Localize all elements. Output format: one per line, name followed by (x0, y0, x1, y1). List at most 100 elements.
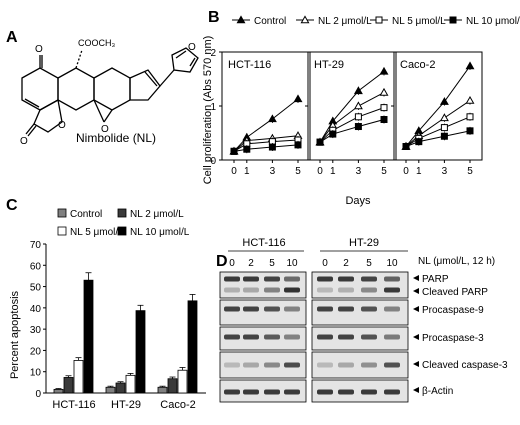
data-point-0-3-1 (243, 145, 251, 153)
data-point-1-1-3 (379, 87, 389, 96)
apoptosis-bar-chart: 0 10 20 30 40 50 60 70 HCT-116 HT-29 Caco-2 (30, 240, 206, 411)
plot-title-1: HT-29 (314, 59, 344, 71)
band-label-3: Procaspase-3 (422, 333, 484, 344)
band-1-0-0 (224, 287, 240, 293)
data-point-1-1-2 (353, 101, 363, 110)
dose-label-1-1: 2 (343, 258, 349, 269)
series-line-0-0 (233, 98, 299, 152)
data-point-2-1-2 (439, 113, 449, 122)
band-4-0-1 (243, 362, 259, 368)
atom-ester-group: COOCH₃ (78, 38, 115, 48)
data-point-2-1-3 (465, 95, 475, 104)
bar-0-1 (63, 377, 74, 394)
panel-b: B Control NL 2 μmol/L NL 5 μmol/L NL 10 μmo… (202, 9, 520, 207)
western-blots: 0 2 5 10 0 2 5 10 PARP Cleaved PARP Procaspase-9 Pr… (219, 258, 508, 403)
blot-box-0-0 (219, 271, 307, 299)
band-5-1-1 (338, 389, 354, 395)
band-label-0: PARP (422, 274, 449, 285)
bar-y-tick-label-4: 40 (30, 304, 42, 315)
band-0-1-1 (338, 276, 354, 282)
legend-b-marker-3 (449, 16, 457, 24)
bar-1-3 (135, 310, 146, 394)
dose-label-1-2: 5 (366, 258, 372, 269)
data-point-1-0-3 (379, 66, 389, 75)
band-5-1-0 (317, 389, 333, 395)
panel-b-ylabel: Cell proliferation (Abs 570 nm) (202, 36, 214, 185)
band-0-0-2 (264, 276, 280, 282)
band-5-1-3 (384, 389, 400, 395)
data-point-1-3-3 (380, 116, 388, 123)
panel-c: C Control NL 2 μmol/L NL 5 μmol/L NL 10 μmo… (6, 197, 206, 411)
panel-b-xlabel: Days (345, 195, 371, 207)
dose-label-0-2: 5 (269, 258, 275, 269)
panel-c-letter: C (6, 197, 18, 214)
dose-label-0-1: 2 (248, 258, 254, 269)
atom-o-ether: O (101, 124, 109, 135)
nimbolide-structure (21, 47, 199, 137)
data-point-2-0-2 (439, 97, 449, 105)
bar-y-tick-label-6: 60 (30, 261, 42, 272)
x-tick-label-0-0: 0 (231, 166, 237, 177)
panel-b-legend: Control NL 2 μmol/L NL 5 μmol/L NL 10 μmol/… (232, 15, 520, 27)
series-line-2-3 (405, 130, 471, 147)
data-point-0-3-2 (268, 143, 276, 151)
treatment-label: NL (μmol/L, 12 h) (418, 256, 495, 267)
x-tick-label-2-2: 3 (442, 166, 448, 177)
series-line-1-1 (319, 92, 385, 143)
data-point-2-3-0 (402, 143, 410, 150)
data-point-1-2-2 (354, 113, 362, 121)
series-line-2-2 (405, 116, 471, 147)
band-2-0-3 (284, 306, 300, 312)
blot-box-4-0 (219, 379, 307, 403)
data-point-1-0-2 (353, 86, 363, 95)
x-tick-label-0-2: 3 (270, 166, 276, 177)
blot-box-2-1 (311, 326, 409, 351)
dose-label-1-3: 10 (386, 258, 398, 269)
data-point-0-0-3 (293, 94, 303, 103)
legend-b-label-0: Control (254, 16, 286, 27)
x-tick-label-1-3: 5 (381, 166, 387, 177)
band-4-0-2 (264, 362, 280, 368)
blot-box-2-0 (219, 326, 307, 351)
band-0-1-2 (361, 276, 377, 282)
compound-label: Nimbolide (NL) (76, 131, 156, 145)
band-arrow-icon-3 (413, 334, 419, 340)
bar-2-0 (157, 386, 168, 394)
band-3-1-3 (384, 334, 400, 340)
bar-1-2 (125, 374, 136, 394)
plot-title-2: Caco-2 (400, 59, 435, 71)
bar-1-1 (115, 382, 126, 394)
band-4-1-3 (384, 362, 400, 368)
legend-c-label-1: NL 2 μmol/L (130, 209, 184, 220)
bar-0-2 (73, 360, 84, 394)
band-2-1-0 (317, 306, 333, 312)
legend-b-marker-1 (300, 15, 310, 24)
band-1-1-3 (384, 287, 400, 293)
data-point-1-2-3 (380, 104, 388, 112)
data-point-2-2-3 (466, 113, 474, 121)
band-0-0-3 (284, 276, 300, 282)
atom-o-lactone-carbonyl: O (20, 136, 28, 147)
band-4-1-0 (317, 362, 333, 368)
legend-b-marker-2 (375, 16, 383, 24)
data-point-0-3-3 (294, 141, 302, 149)
series-line-0-1 (233, 135, 299, 152)
atom-o-furan: O (188, 42, 196, 53)
bar-0-0 (53, 388, 64, 394)
bar-2-2 (177, 369, 188, 394)
legend-c-label-3: NL 10 μmol/L (130, 227, 190, 238)
band-0-1-0 (317, 276, 333, 282)
x-tick-label-1-1: 1 (330, 166, 336, 177)
blot-box-1-0 (219, 299, 307, 326)
band-arrow-icon-0 (413, 275, 419, 281)
bar-y-tick-label-0: 0 (35, 389, 41, 400)
structure-atom-labels: O O O O O COOCH₃ (20, 38, 196, 147)
band-0-0-0 (224, 276, 240, 282)
band-label-4: Cleaved caspase-3 (422, 360, 508, 371)
bar-1-0 (105, 386, 116, 394)
series-line-0-2 (233, 139, 299, 152)
band-4-0-0 (224, 362, 240, 368)
band-4-0-3 (284, 362, 300, 368)
bar-0-3 (83, 279, 94, 394)
band-5-0-1 (243, 389, 259, 395)
